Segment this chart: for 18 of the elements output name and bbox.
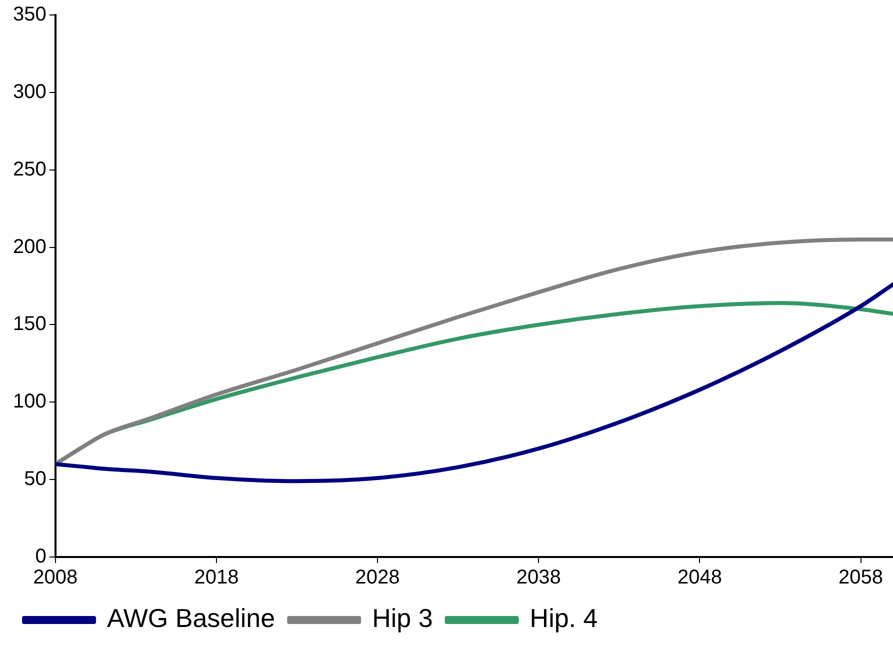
legend-label: Hip 3 (372, 603, 433, 634)
line-series (55, 282, 893, 484)
y-tick-label: 50 (24, 468, 46, 490)
y-tick-label: 300 (12, 80, 46, 103)
x-tick-label: 2018 (194, 566, 239, 589)
x-tick-label: 2008 (33, 566, 78, 589)
y-tick-label: 0 (35, 546, 46, 568)
y-tick-label: 250 (12, 158, 46, 180)
x-tick-label: 2038 (516, 566, 561, 589)
x-tick-label: 2028 (355, 566, 400, 589)
y-tick-label: 200 (12, 236, 46, 258)
legend-label: AWG Baseline (107, 603, 276, 634)
y-tick-label: 150 (12, 313, 46, 336)
y-tick-label: 100 (12, 390, 46, 413)
y-tick-label: 350 (12, 4, 46, 26)
x-tick-label: 2058 (838, 566, 884, 589)
x-tick-label: 2048 (677, 566, 722, 589)
legend-label: Hip. 4 (530, 603, 598, 634)
